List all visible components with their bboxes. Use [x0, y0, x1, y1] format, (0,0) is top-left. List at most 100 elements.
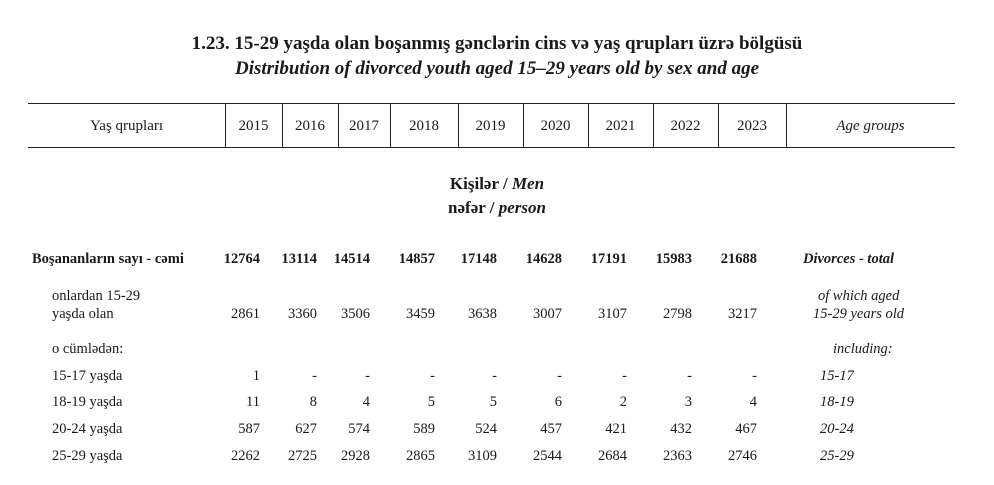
header-top-rule [28, 103, 955, 104]
header-year: 2023 [737, 118, 767, 134]
row-label-en: 20-24 [820, 421, 854, 437]
table-cell-value: 589 [413, 421, 435, 437]
table-cell-value: - [557, 368, 562, 384]
row-label-az: onlardan 15-29 [52, 288, 141, 304]
table-cell-value: 2865 [406, 448, 435, 464]
table-cell-value: - [492, 368, 497, 384]
table-cell-value: 2363 [663, 448, 692, 464]
table-title-en: Distribution of divorced youth aged 15–2… [234, 58, 760, 79]
table-cell-value: 457 [540, 421, 562, 437]
table-cell-value: 467 [735, 421, 757, 437]
table-cell-value: 14628 [525, 251, 562, 267]
column-divider [786, 104, 787, 148]
table-cell-value: - [622, 368, 627, 384]
table-cell-value: 2262 [231, 448, 260, 464]
section-title: Kişilər / Men [0, 174, 994, 194]
table-cell-value: - [752, 368, 757, 384]
row-label-en: including: [833, 341, 893, 357]
table-cell-value: 11 [246, 394, 260, 410]
column-divider [523, 104, 524, 148]
table-cell-value: 13114 [281, 251, 317, 267]
table-cell-value: 3217 [728, 306, 757, 322]
row-label-en: 18-19 [820, 394, 854, 410]
table-cell-value: 2798 [663, 306, 692, 322]
table-cell-value: 12764 [223, 251, 260, 267]
column-divider [338, 104, 339, 148]
section-unit-en: person [498, 198, 546, 217]
header-year: 2021 [605, 118, 636, 134]
header-year: 2019 [475, 118, 506, 134]
header-year: 2018 [409, 118, 439, 134]
row-label-en: 15-29 years old [813, 306, 905, 322]
table-cell-value: 3107 [598, 306, 627, 322]
table-cell-value: 14857 [398, 251, 435, 267]
table-cell-value: - [430, 368, 435, 384]
row-label-az: Boşananların sayı - cəmi [32, 251, 184, 267]
table-cell-value: 3 [684, 394, 692, 410]
table-cell-value: 15983 [655, 251, 692, 267]
section-unit: nəfər / person [0, 198, 994, 218]
table-cell-value: - [365, 368, 370, 384]
table-title-az: 1.23. 15-29 yaşda olan boşanmış gəncləri… [191, 33, 803, 54]
header-year: 2020 [540, 118, 571, 134]
row-label-az: 18-19 yaşda [52, 394, 123, 410]
table-cell-value: 432 [670, 421, 692, 437]
row-label-az: 20-24 yaşda [52, 421, 123, 437]
table-cell-value: 1 [252, 368, 260, 384]
row-label-az: 15-17 yaşda [52, 368, 123, 384]
row-label-en: Divorces - total [803, 251, 895, 267]
table-cell-value: 2861 [231, 306, 260, 322]
table-cell-value: 524 [475, 421, 497, 437]
table-cell-value: 3109 [468, 448, 497, 464]
table-cell-value: 627 [295, 421, 317, 437]
table-cell-value: 17148 [460, 251, 497, 267]
header-year: 2016 [295, 118, 325, 134]
table-cell-value: - [687, 368, 692, 384]
column-divider [458, 104, 459, 148]
column-divider [653, 104, 654, 148]
table-cell-value: 4 [362, 394, 370, 410]
table-cell-value: 6 [554, 394, 562, 410]
row-label-az: 25-29 yaşda [52, 448, 123, 464]
table-cell-value: 2 [619, 394, 627, 410]
row-label-az: yaşda olan [52, 306, 114, 322]
table-cell-value: 3007 [533, 306, 562, 322]
table-cell-value: 3638 [468, 306, 497, 322]
table-cell-value: 4 [749, 394, 757, 410]
column-divider [588, 104, 589, 148]
column-divider [390, 104, 391, 148]
table-cell-value: 3459 [406, 306, 435, 322]
table-cell-value: 5 [427, 394, 435, 410]
row-label-az: o cümlədən: [52, 341, 124, 357]
column-divider [282, 104, 283, 148]
section-unit-az: nəfər / [448, 198, 499, 217]
table-cell-value: 21688 [720, 251, 757, 267]
table-cell-value: 587 [238, 421, 260, 437]
table-cell-value: 3360 [288, 306, 317, 322]
header-year: 2017 [349, 118, 379, 134]
header-year: 2015 [238, 118, 269, 134]
header-age-groups-en: Age groups [836, 118, 905, 134]
row-label-en: 15-17 [820, 368, 854, 384]
header-bottom-rule [28, 147, 955, 148]
section-title-az: Kişilər / [449, 174, 512, 193]
header-year: 2022 [670, 118, 701, 134]
table-cell-value: 2684 [598, 448, 627, 464]
row-label-en: of which aged [818, 288, 900, 304]
table-cell-value: 5 [489, 394, 497, 410]
table-cell-value: 14514 [333, 251, 370, 267]
header-age-groups-az: Yaş qrupları [89, 118, 164, 134]
table-cell-value: - [312, 368, 317, 384]
section-title-en: Men [511, 174, 545, 193]
table-cell-value: 2725 [288, 448, 317, 464]
table-cell-value: 8 [309, 394, 317, 410]
column-divider [718, 104, 719, 148]
table-cell-value: 2746 [728, 448, 757, 464]
table-cell-value: 17191 [590, 251, 627, 267]
table-cell-value: 421 [605, 421, 627, 437]
table-cell-value: 574 [348, 421, 370, 437]
row-label-en: 25-29 [820, 448, 854, 464]
table-cell-value: 3506 [341, 306, 370, 322]
column-divider [225, 104, 226, 148]
table-cell-value: 2928 [341, 448, 370, 464]
